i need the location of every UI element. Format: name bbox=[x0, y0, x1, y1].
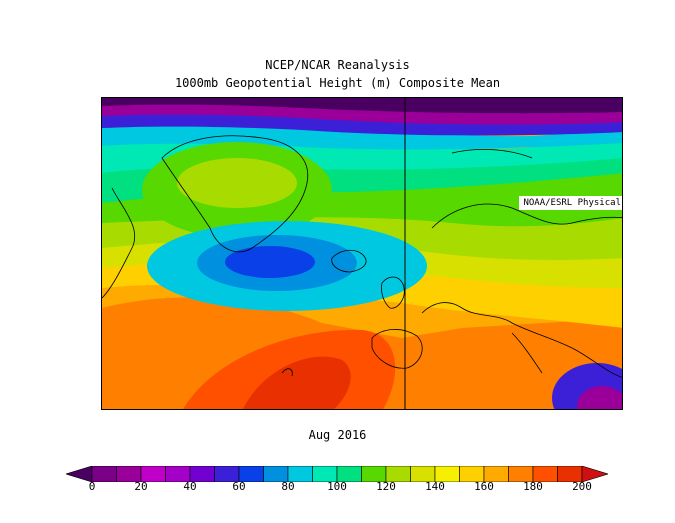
colorbar-above-arrow bbox=[581, 466, 608, 482]
height-map: NOAA/ESRL Physical Sciences Division bbox=[101, 97, 623, 410]
height-field bbox=[102, 98, 622, 409]
colorbar-tick-label: 200 bbox=[572, 480, 592, 493]
colorbar-tick-label: 0 bbox=[88, 480, 96, 493]
colorbar bbox=[66, 466, 608, 482]
chart-title: NCEP/NCAR Reanalysis bbox=[265, 58, 410, 72]
data-credit-label: NOAA/ESRL Physical Sciences Division bbox=[519, 196, 622, 210]
colorbar-tick-label: 140 bbox=[425, 480, 445, 493]
composite-period-label: Aug 2016 bbox=[308, 428, 367, 442]
colorbar-tick-label: 160 bbox=[474, 480, 494, 493]
colorbar-tick-label: 120 bbox=[376, 480, 396, 493]
chart-subtitle: 1000mb Geopotential Height (m) Composite… bbox=[174, 76, 501, 90]
colorbar-tick-label: 100 bbox=[327, 480, 347, 493]
colorbar-tick-label: 20 bbox=[134, 480, 148, 493]
colorbar-tick-label: 180 bbox=[523, 480, 543, 493]
colorbar-tick-label: 80 bbox=[281, 480, 295, 493]
colorbar-tick-label: 40 bbox=[183, 480, 197, 493]
colorbar-tick-label: 60 bbox=[232, 480, 246, 493]
